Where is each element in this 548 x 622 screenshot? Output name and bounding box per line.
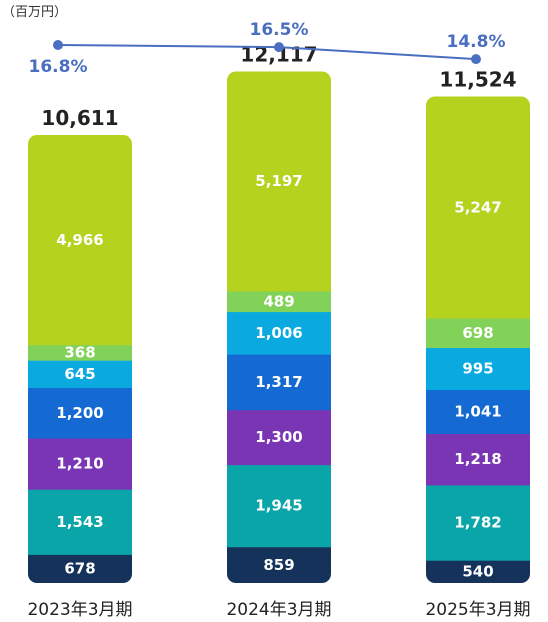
bar-segment xyxy=(426,318,530,349)
bar-segment xyxy=(227,546,331,583)
total-label: 10,611 xyxy=(41,106,118,130)
bar-segment xyxy=(426,484,530,561)
segment-label: 1,210 xyxy=(56,455,103,473)
category-label: 2023年3月期 xyxy=(27,600,132,620)
segment-label: 368 xyxy=(64,343,95,361)
segment-label: 5,247 xyxy=(454,198,501,216)
bar-segment xyxy=(227,71,331,292)
bar-group-1 xyxy=(227,71,331,583)
bar-segment xyxy=(28,360,132,388)
bar-group-2 xyxy=(426,96,530,583)
segment-label: 995 xyxy=(462,360,493,378)
bar-segment xyxy=(426,560,530,583)
total-label: 11,524 xyxy=(439,67,516,91)
bar-segment xyxy=(227,409,331,466)
bar-segment xyxy=(227,311,331,355)
segment-label: 4,966 xyxy=(56,231,103,249)
segment-label: 1,945 xyxy=(255,497,302,515)
segment-label: 698 xyxy=(462,324,493,342)
bar-segment xyxy=(28,554,132,583)
unit-label: （百万円） xyxy=(2,5,68,20)
segment-label: 1,300 xyxy=(255,428,302,446)
category-label: 2025年3月期 xyxy=(425,600,530,620)
bar-segment xyxy=(426,347,530,391)
bar-segment xyxy=(28,134,132,346)
segment-label: 1,218 xyxy=(454,450,501,468)
bar-segment xyxy=(227,290,331,313)
segment-label: 859 xyxy=(263,556,294,574)
bar-segment xyxy=(426,389,530,435)
bar-segment xyxy=(28,438,132,490)
category-label: 2024年3月期 xyxy=(226,600,331,620)
ratio-label: 14.8% xyxy=(447,32,506,52)
segment-label: 1,200 xyxy=(56,404,103,422)
ratio-point xyxy=(471,54,481,65)
segment-label: 5,197 xyxy=(255,172,302,190)
segment-label: 1,317 xyxy=(255,373,302,391)
segment-label: 1,006 xyxy=(255,324,302,342)
bar-segment xyxy=(426,96,530,319)
ratio-label: 16.8% xyxy=(29,57,88,77)
bar-segment xyxy=(28,489,132,555)
bar-group-0 xyxy=(28,134,132,583)
bar-segment xyxy=(426,433,530,486)
segment-label: 489 xyxy=(263,292,294,310)
bar-segment xyxy=(227,354,331,411)
bar-segment xyxy=(227,464,331,548)
segment-label: 645 xyxy=(64,365,95,383)
ratio-label: 16.5% xyxy=(250,20,309,40)
segment-label: 540 xyxy=(462,563,493,581)
segment-label: 1,041 xyxy=(454,403,501,421)
bar-segment xyxy=(28,344,132,361)
ratio-point xyxy=(53,40,63,50)
bar-segment xyxy=(28,387,132,439)
segment-label: 678 xyxy=(64,560,95,578)
segment-label: 1,543 xyxy=(56,513,103,531)
segment-label: 1,782 xyxy=(454,514,501,532)
ratio-point xyxy=(274,42,284,53)
